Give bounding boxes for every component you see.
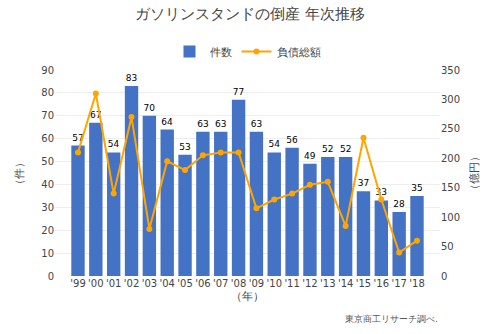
svg-text:東京商工リサーチ調べ.: 東京商工リサーチ調べ. [345, 314, 438, 324]
svg-text:'10: '10 [267, 278, 282, 289]
svg-text:300: 300 [441, 94, 460, 105]
svg-text:83: 83 [126, 73, 137, 83]
svg-text:50: 50 [441, 241, 454, 252]
svg-text:20: 20 [41, 225, 54, 236]
svg-text:（件）: （件） [13, 157, 26, 190]
svg-text:'13: '13 [320, 278, 335, 289]
svg-text:63: 63 [251, 119, 262, 129]
svg-text:10: 10 [41, 248, 54, 259]
svg-text:80: 80 [41, 87, 54, 98]
svg-text:63: 63 [215, 119, 226, 129]
svg-text:28: 28 [393, 199, 405, 209]
svg-text:54: 54 [268, 139, 280, 149]
svg-text:150: 150 [441, 182, 460, 193]
svg-text:（億円）: （億円） [468, 151, 481, 195]
svg-text:37: 37 [358, 178, 369, 188]
svg-text:49: 49 [304, 151, 316, 161]
svg-text:'02: '02 [124, 278, 139, 289]
svg-text:'01: '01 [106, 278, 121, 289]
svg-text:53: 53 [179, 142, 190, 152]
svg-text:'99: '99 [70, 278, 85, 289]
svg-text:'09: '09 [249, 278, 264, 289]
svg-text:77: 77 [233, 87, 244, 97]
svg-text:52: 52 [322, 144, 333, 154]
svg-text:70: 70 [144, 103, 156, 113]
svg-text:52: 52 [340, 144, 351, 154]
svg-text:350: 350 [441, 65, 460, 76]
svg-text:56: 56 [286, 135, 298, 145]
svg-text:ガソリンスタンドの倒産 年次推移: ガソリンスタンドの倒産 年次推移 [135, 5, 365, 23]
svg-text:200: 200 [441, 153, 460, 164]
svg-text:件数: 件数 [210, 46, 232, 59]
svg-text:50: 50 [41, 156, 54, 167]
svg-text:'17: '17 [391, 278, 406, 289]
svg-text:40: 40 [41, 179, 54, 190]
svg-text:負債総額: 負債総額 [277, 46, 321, 59]
svg-text:'12: '12 [302, 278, 317, 289]
svg-text:'00: '00 [88, 278, 103, 289]
svg-text:'08: '08 [231, 278, 246, 289]
svg-text:'15: '15 [356, 278, 371, 289]
svg-text:33: 33 [376, 187, 387, 197]
svg-text:57: 57 [72, 133, 83, 143]
svg-text:63: 63 [197, 119, 208, 129]
svg-text:30: 30 [41, 202, 54, 213]
svg-text:54: 54 [108, 139, 120, 149]
svg-text:250: 250 [441, 123, 460, 134]
svg-text:'07: '07 [213, 278, 228, 289]
svg-text:64: 64 [161, 117, 173, 127]
svg-text:'16: '16 [374, 278, 389, 289]
svg-text:'04: '04 [159, 278, 174, 289]
svg-text:0: 0 [441, 271, 447, 282]
svg-text:'06: '06 [195, 278, 210, 289]
svg-text:（年）: （年） [231, 290, 264, 303]
svg-text:'14: '14 [338, 278, 353, 289]
svg-text:100: 100 [441, 212, 460, 223]
svg-text:0: 0 [48, 271, 54, 282]
svg-text:'05: '05 [177, 278, 192, 289]
svg-text:'03: '03 [142, 278, 157, 289]
svg-text:'11: '11 [284, 278, 299, 289]
svg-text:90: 90 [41, 65, 54, 76]
svg-text:70: 70 [41, 110, 54, 121]
svg-text:67: 67 [90, 110, 101, 120]
svg-text:35: 35 [411, 183, 422, 193]
svg-text:60: 60 [41, 133, 54, 144]
svg-text:'18: '18 [409, 278, 424, 289]
